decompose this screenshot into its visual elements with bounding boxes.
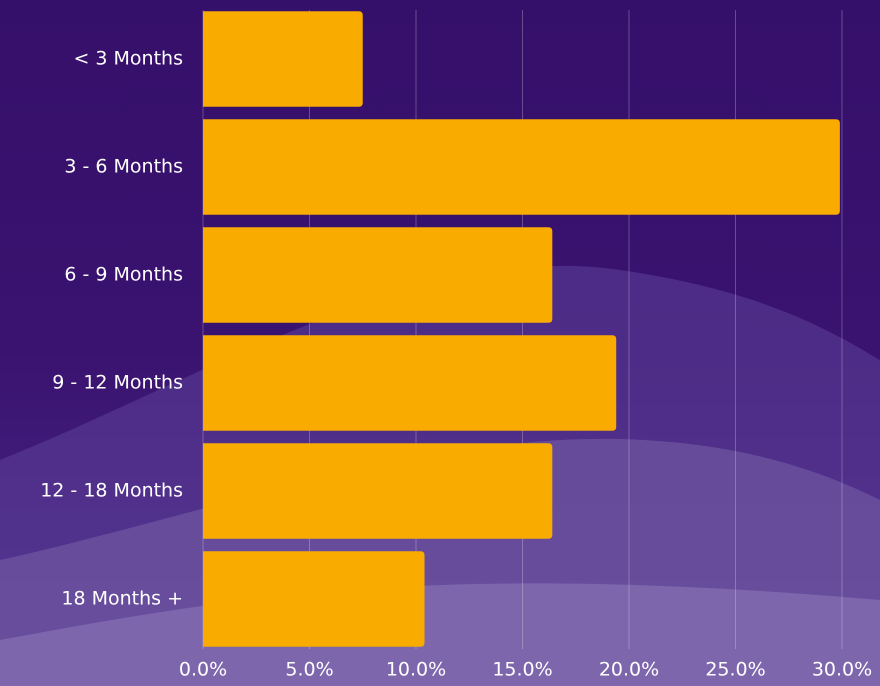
bar <box>203 11 363 107</box>
x-tick-label: 30.0% <box>812 659 872 681</box>
y-tick-label: 12 - 18 Months <box>40 480 183 502</box>
x-tick-label: 10.0% <box>386 659 446 681</box>
y-tick-label: 6 - 9 Months <box>64 264 183 286</box>
bar <box>203 119 840 215</box>
bar <box>203 335 617 431</box>
y-tick-label: < 3 Months <box>73 48 183 70</box>
x-tick-label: 25.0% <box>705 659 765 681</box>
bar <box>203 227 553 323</box>
y-tick-label: 18 Months + <box>61 588 183 610</box>
x-tick-label: 5.0% <box>285 659 333 681</box>
x-tick-label: 0.0% <box>179 659 227 681</box>
bar <box>203 551 425 647</box>
x-tick-label: 15.0% <box>492 659 552 681</box>
x-tick-label: 20.0% <box>599 659 659 681</box>
y-tick-label: 9 - 12 Months <box>52 372 183 394</box>
bar <box>203 443 553 539</box>
y-tick-label: 3 - 6 Months <box>64 156 183 178</box>
